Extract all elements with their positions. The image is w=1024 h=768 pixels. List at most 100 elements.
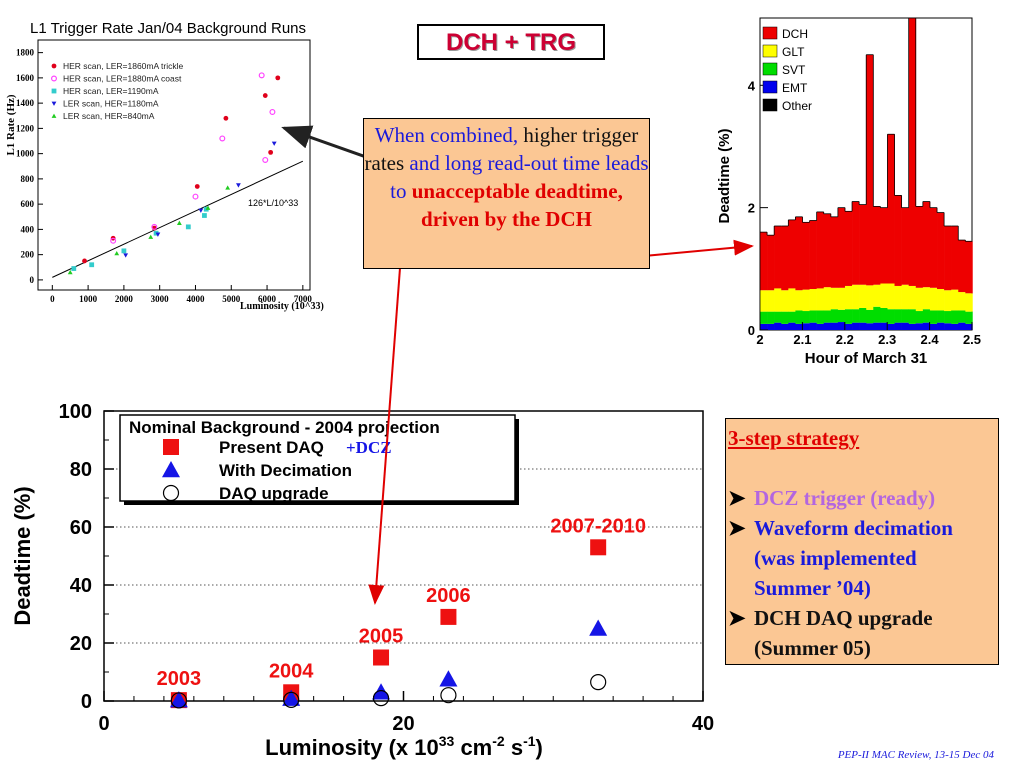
histogram-bar — [830, 309, 839, 323]
histogram-bar — [816, 211, 825, 289]
l1-data-point — [194, 184, 200, 189]
projection-data-point — [170, 692, 187, 709]
l1-plot-frame — [37, 39, 311, 291]
l1-y-tick-label: 1200 — [16, 123, 35, 133]
l1-y-label: L1 Rate (Hz) — [5, 94, 17, 155]
histogram-bar — [844, 211, 853, 286]
footer-text: PEP-II MAC Review, 13-15 Dec 04 — [837, 749, 994, 761]
histogram-bar — [809, 220, 817, 290]
slide-title: DCH + TRG — [417, 24, 605, 60]
projection-legend-marker — [162, 484, 180, 502]
histogram-bar — [901, 284, 909, 310]
histogram-bar — [958, 322, 966, 330]
histogram-bar — [866, 54, 874, 286]
l1-data-point — [268, 149, 274, 155]
projection-chart: 0 20 40 60 80 100 0 20 40 2003 2004 2005 2006 2007-2… — [10, 401, 714, 760]
histogram-bar — [852, 322, 860, 330]
l1-legend-label: LER scan, HER=840mA — [63, 111, 155, 121]
arrow-bullet-icon: ➤ — [728, 606, 746, 630]
l1-legend-label: LER scan, HER=1180mA — [63, 99, 159, 109]
legend-suffix: +DCZ — [346, 438, 392, 457]
histogram-bar — [852, 201, 860, 285]
histogram-bar — [944, 290, 952, 312]
l1-x-tick-label: 5000 — [222, 294, 241, 304]
histogram-bar — [837, 207, 846, 288]
histogram-bar — [859, 204, 867, 285]
arrow-bullet-icon: ➤ — [728, 486, 746, 510]
l1-x-tick-label: 4000 — [186, 294, 205, 304]
l1-data-point — [114, 250, 120, 256]
histogram-bar — [802, 311, 810, 324]
histogram-bar — [929, 310, 938, 324]
histogram-bar — [915, 311, 924, 324]
callout-seg4: unacceptable deadtime, driven by the DCH — [411, 179, 623, 231]
histogram-bar — [795, 216, 803, 291]
histogram-legend-swatch — [762, 44, 778, 58]
l1-data-point — [192, 193, 199, 200]
l1-x-tick-label: 0 — [50, 294, 55, 304]
l1-x-tick-label: 7000 — [294, 294, 313, 304]
histogram-bar — [830, 216, 839, 288]
histogram-bar — [922, 309, 931, 323]
histogram-bar — [901, 207, 909, 285]
histogram-bar — [951, 226, 959, 290]
histogram-bar — [774, 322, 782, 330]
l1-y-tick-label: 1800 — [16, 48, 35, 58]
histogram-x-tick-label: 2 — [756, 332, 763, 347]
l1-data-point — [262, 93, 268, 98]
histogram-bar — [760, 290, 768, 312]
histogram-legend-label: Other — [782, 99, 812, 113]
l1-data-point — [176, 220, 182, 226]
year-annotation: 2003 — [157, 668, 202, 690]
histogram-bar — [837, 287, 846, 310]
histogram-bar — [958, 240, 966, 293]
projection-legend-label: DAQ upgrade — [219, 484, 329, 503]
histogram-x-tick-label: 2.1 — [793, 332, 811, 347]
l1-data-point — [258, 72, 265, 79]
histogram-bar — [965, 293, 973, 312]
histogram-bar — [781, 226, 789, 291]
projection-data-point — [282, 689, 301, 706]
callout-box: When combined, higher trigger rates and … — [363, 118, 650, 269]
l1-legend-label: HER scan, LER=1860mA trickle — [63, 61, 184, 71]
callout-seg2: higher trigger rates — [364, 123, 639, 175]
projection-x-tick-label: 20 — [392, 713, 414, 735]
histogram-bar — [887, 134, 895, 284]
histogram-legend-swatch — [762, 80, 778, 94]
l1-data-point — [236, 183, 241, 188]
histogram-bar — [788, 322, 796, 330]
projection-y-label: Deadtime (%) — [10, 486, 35, 625]
year-annotation: 2005 — [359, 626, 404, 648]
l1-legend-marker — [50, 75, 57, 82]
l1-x-tick-label: 3000 — [151, 294, 170, 304]
l1-data-point — [71, 266, 77, 271]
projection-x-tick-label: 40 — [692, 713, 714, 735]
l1-x-tick-label: 2000 — [115, 294, 134, 304]
histogram-bar — [915, 323, 924, 330]
l1-y-tick-label: 800 — [21, 174, 35, 184]
histogram-bar — [823, 287, 832, 311]
histogram-bar — [802, 323, 810, 330]
projection-data-point — [589, 619, 608, 636]
l1-data-point — [82, 258, 87, 264]
histogram-legend-swatch — [762, 26, 778, 40]
histogram-bar — [951, 323, 959, 330]
histogram-y-tick-label: 4 — [748, 78, 756, 93]
projection-data-point — [590, 539, 607, 556]
l1-rate-chart: L1 Trigger Rate Jan/04 Background Runs 0… — [5, 20, 324, 312]
histogram-bar — [852, 284, 860, 310]
l1-data-point — [121, 248, 127, 254]
histogram-bar — [929, 287, 938, 311]
histogram-bar — [823, 322, 832, 330]
histogram-y-label: Deadtime (%) — [716, 128, 733, 223]
projection-legend: Nominal Background - 2004 projectionPres… — [119, 414, 519, 505]
histogram-bar — [795, 290, 803, 311]
l1-x-tick-label: 1000 — [79, 294, 98, 304]
l1-data-point — [225, 185, 231, 190]
fit-line-label: 126*L/10^33 — [248, 198, 298, 208]
projection-y-tick-label: 0 — [81, 691, 92, 713]
histogram-bar — [908, 309, 917, 324]
l1-legend-label: HER scan, LER=1880mA coast — [63, 74, 182, 84]
strategy-item-text: Waveform decimation (was implemented Sum… — [754, 516, 953, 600]
l1-y-tick-label: 400 — [21, 224, 35, 234]
